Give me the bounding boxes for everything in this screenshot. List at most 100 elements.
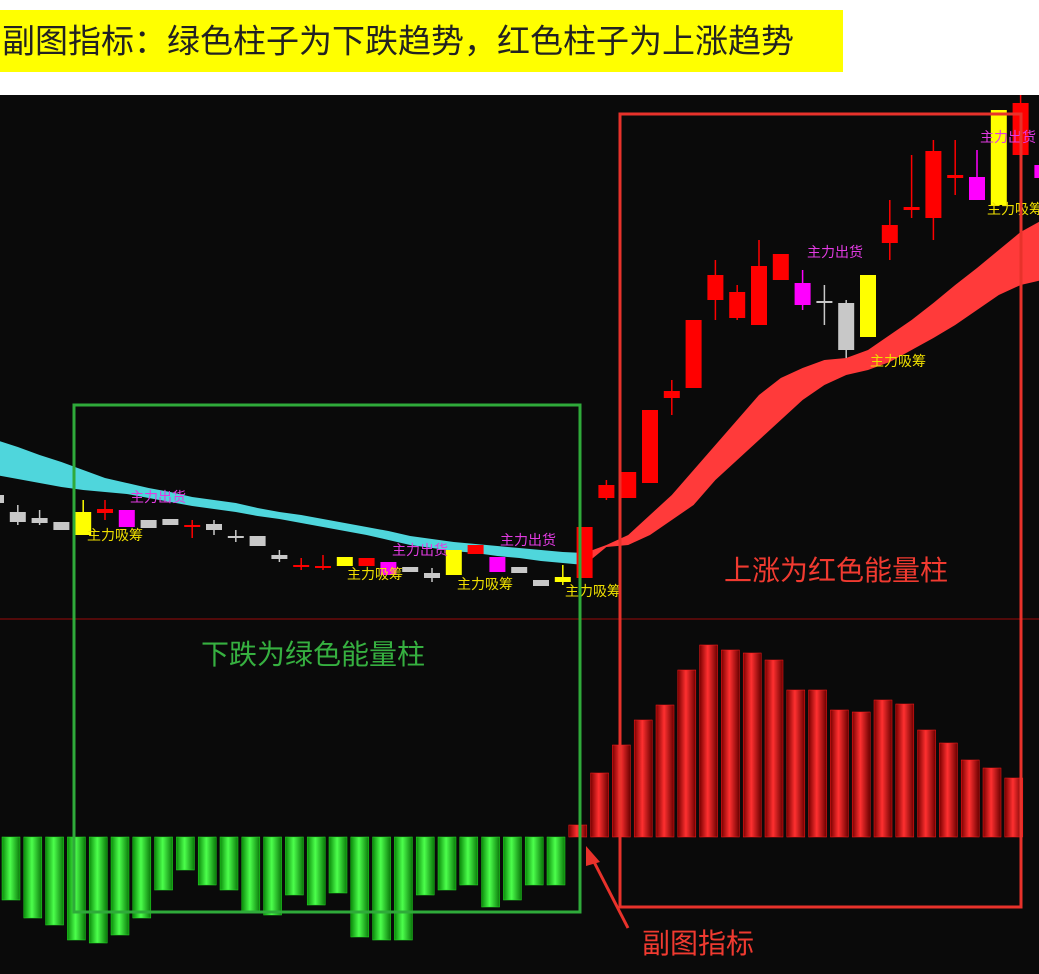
candle-body [53, 522, 70, 530]
energy-bar [263, 836, 282, 916]
energy-bar [394, 836, 413, 941]
candle-body [380, 562, 397, 575]
title-highlight [0, 10, 843, 72]
signal-label: 主力吸筹 [87, 527, 143, 544]
energy-bar [721, 649, 740, 838]
candle-body [227, 536, 244, 538]
candle-body [1034, 165, 1039, 178]
ribbon [584, 221, 1039, 565]
energy-bar [568, 824, 588, 838]
candle-body [990, 110, 1007, 205]
energy-bar [437, 836, 457, 891]
sub-pane [1, 644, 1024, 944]
energy-bar [1, 836, 21, 901]
energy-bar [176, 836, 195, 871]
energy-bar [546, 836, 566, 886]
signal-label: 主力吸筹 [870, 353, 926, 370]
energy-bar [742, 652, 762, 838]
candle-body [402, 567, 419, 572]
sub-label: 副图指标 [642, 927, 754, 960]
signal-label: 主力出货 [392, 542, 448, 559]
energy-bar [960, 759, 980, 838]
energy-bar [524, 836, 544, 886]
candle-body [707, 275, 724, 300]
candle-body [140, 520, 157, 528]
candle-body [293, 565, 310, 567]
candle-body [860, 275, 876, 337]
energy-bar [590, 772, 609, 838]
candle-body [838, 303, 855, 350]
energy-bar [895, 703, 915, 838]
ribbon [0, 441, 585, 565]
candle-body [118, 510, 135, 527]
signal-label: 主力出货 [980, 129, 1036, 146]
candle-body [925, 151, 942, 218]
candle-body [336, 557, 353, 566]
energy-bar [23, 836, 43, 919]
energy-bar [328, 836, 348, 894]
candle-body [467, 545, 484, 554]
energy-bar [808, 689, 827, 838]
candle-body [358, 558, 375, 566]
candle-body [947, 175, 964, 178]
energy-bar [241, 836, 261, 913]
candle-body [184, 525, 201, 527]
energy-bar [699, 644, 718, 838]
signal-label: 主力出货 [500, 532, 556, 549]
candle-body [816, 301, 833, 303]
candle-body [315, 566, 331, 568]
energy-bar [306, 836, 326, 906]
signal-label: 主力吸筹 [987, 201, 1039, 218]
signal-label: 主力出货 [807, 244, 863, 261]
candle-body [424, 573, 440, 578]
candle-body [663, 391, 680, 398]
energy-bar [873, 699, 893, 838]
signal-label: 主力吸筹 [457, 576, 513, 593]
candle-body [162, 519, 179, 525]
candle-body [881, 225, 898, 243]
candle-body [729, 292, 746, 318]
down-label: 下跌为绿色能量柱 [201, 638, 425, 671]
candle-body [9, 512, 26, 522]
candle-body [642, 410, 658, 483]
energy-bar [219, 836, 239, 891]
candle-body [249, 536, 266, 546]
candle-body [772, 254, 789, 280]
signal-label: 主力吸筹 [347, 566, 403, 583]
candle-body [511, 567, 528, 573]
energy-bar [503, 836, 522, 901]
title: 副图指标：绿色柱子为下跌趋势，红色柱子为上涨趋势 [2, 22, 794, 61]
candle-body [31, 518, 48, 523]
energy-bar [372, 836, 391, 941]
candle-body [751, 266, 767, 325]
energy-bar [45, 836, 64, 926]
energy-bar [764, 659, 784, 838]
candle-body [903, 207, 920, 210]
signal-label: 主力吸筹 [565, 583, 621, 600]
candle-body [271, 555, 288, 559]
candle-body [97, 509, 113, 513]
candle-body [598, 485, 615, 498]
energy-bar [481, 836, 500, 908]
energy-bar [132, 836, 152, 919]
candle-body [75, 512, 92, 535]
candle-body [533, 580, 549, 586]
energy-bar [197, 836, 217, 886]
candle-body [794, 283, 811, 305]
energy-bar [830, 709, 849, 838]
arrow-head [586, 846, 600, 866]
energy-bar [88, 836, 108, 944]
candle-body [0, 495, 4, 503]
signal-label: 主力出货 [130, 489, 186, 506]
energy-bar [350, 836, 370, 938]
energy-bar [939, 742, 958, 838]
energy-bar [1004, 777, 1024, 838]
energy-bar [982, 767, 1002, 838]
arrow-line [590, 857, 630, 929]
energy-bar [67, 836, 86, 941]
candle-body [489, 557, 506, 572]
energy-bar [110, 836, 130, 936]
up-box [618, 112, 1023, 909]
energy-bar [459, 836, 479, 886]
